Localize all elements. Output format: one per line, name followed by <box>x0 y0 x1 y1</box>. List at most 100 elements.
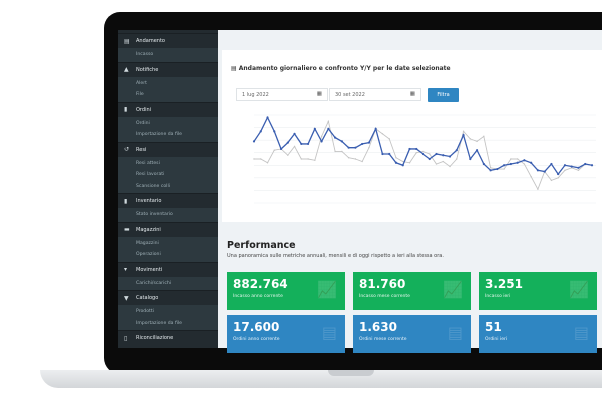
data-point[interactable] <box>341 150 343 153</box>
data-point[interactable] <box>503 168 505 170</box>
data-point[interactable] <box>273 130 276 133</box>
data-point[interactable] <box>394 161 398 164</box>
date-to-input[interactable]: 30 set 2022 ▦ <box>329 88 421 101</box>
sidebar-item[interactable]: Ordini <box>136 120 150 126</box>
data-point[interactable] <box>489 167 492 169</box>
sidebar-item[interactable]: Carichi/scarichi <box>136 280 172 286</box>
data-point[interactable] <box>367 141 371 144</box>
data-point[interactable] <box>482 162 485 166</box>
data-point[interactable] <box>347 146 350 149</box>
sidebar-item[interactable]: Incasso <box>136 52 154 57</box>
data-point[interactable] <box>327 120 330 122</box>
data-point[interactable] <box>530 161 533 164</box>
filter-button[interactable]: Filtra <box>428 88 459 102</box>
sidebar-section-movimenti[interactable]: ▾ Movimenti <box>118 261 218 277</box>
data-point[interactable] <box>374 127 377 130</box>
data-point[interactable] <box>334 150 336 153</box>
data-point[interactable] <box>300 158 303 160</box>
data-point[interactable] <box>381 152 384 156</box>
sidebar-item[interactable]: Operazioni <box>136 252 161 257</box>
data-point[interactable] <box>550 162 553 166</box>
data-point[interactable] <box>483 135 485 138</box>
data-point[interactable] <box>509 162 512 166</box>
data-point[interactable] <box>469 138 472 140</box>
sidebar-item[interactable]: Alert <box>136 80 147 86</box>
data-point[interactable] <box>448 155 452 158</box>
sidebar-item[interactable]: Magazzini <box>136 240 159 246</box>
data-point[interactable] <box>252 140 256 143</box>
data-point[interactable] <box>300 142 303 146</box>
data-point[interactable] <box>577 169 580 172</box>
data-point[interactable] <box>368 146 370 149</box>
sidebar-section-inventario[interactable]: ▮ Inventario <box>118 193 218 208</box>
data-point[interactable] <box>530 175 532 178</box>
data-point[interactable] <box>429 153 431 155</box>
data-point[interactable] <box>320 135 323 138</box>
data-point[interactable] <box>442 160 444 163</box>
data-point[interactable] <box>415 152 417 154</box>
data-point[interactable] <box>442 154 445 157</box>
sidebar-section-riconciliazione[interactable]: ▯ Riconciliazione <box>118 330 218 345</box>
data-point[interactable] <box>388 152 391 156</box>
data-point[interactable] <box>327 127 330 130</box>
data-point[interactable] <box>550 179 553 182</box>
data-point[interactable] <box>266 162 269 164</box>
sidebar-section-catalogo[interactable]: ▼ Catalogo <box>118 290 218 305</box>
data-point[interactable] <box>293 132 296 135</box>
data-point[interactable] <box>449 165 451 168</box>
data-point[interactable] <box>306 142 310 146</box>
data-point[interactable] <box>259 130 262 133</box>
data-point[interactable] <box>354 158 357 160</box>
data-point[interactable] <box>557 172 560 176</box>
sidebar-item[interactable]: Prodotti <box>136 309 154 314</box>
data-point[interactable] <box>266 116 269 119</box>
data-point[interactable] <box>422 150 424 153</box>
sidebar-section-ordini[interactable]: ▮ Ordini <box>118 101 218 117</box>
data-point[interactable] <box>462 130 465 133</box>
data-point[interactable] <box>590 164 594 167</box>
sidebar-item[interactable]: File <box>136 92 144 97</box>
data-point[interactable] <box>469 157 472 161</box>
sidebar-section-magazzini[interactable]: ▬ Magazzini <box>118 221 218 237</box>
data-point[interactable] <box>260 158 262 160</box>
data-point[interactable] <box>489 169 492 172</box>
data-point[interactable] <box>408 162 411 164</box>
data-point[interactable] <box>401 164 404 167</box>
data-point[interactable] <box>543 170 546 173</box>
data-point[interactable] <box>388 138 390 140</box>
data-point[interactable] <box>523 163 526 165</box>
sidebar-item[interactable]: Stato inventario <box>136 212 173 217</box>
calendar-icon[interactable]: ▦ <box>316 91 322 97</box>
date-from-input[interactable]: 1 lug 2022 ▦ <box>236 88 328 101</box>
data-point[interactable] <box>347 157 350 159</box>
data-point[interactable] <box>253 158 255 160</box>
data-point[interactable] <box>428 157 431 161</box>
data-point[interactable] <box>293 145 296 148</box>
data-point[interactable] <box>510 158 512 160</box>
data-point[interactable] <box>516 161 519 164</box>
data-point[interactable] <box>279 147 283 151</box>
data-point[interactable] <box>516 158 519 160</box>
data-point[interactable] <box>537 188 539 190</box>
data-point[interactable] <box>402 160 404 163</box>
sidebar-item[interactable]: Scansione colli <box>136 183 171 189</box>
data-point[interactable] <box>455 149 458 152</box>
data-point[interactable] <box>314 159 316 161</box>
data-point[interactable] <box>435 152 438 156</box>
data-point[interactable] <box>354 146 357 149</box>
data-point[interactable] <box>361 142 364 146</box>
data-point[interactable] <box>536 169 540 172</box>
sidebar-section-notifiche[interactable]: ▲ Notifiche <box>118 61 218 77</box>
calendar-icon[interactable]: ▦ <box>409 91 415 97</box>
data-point[interactable] <box>435 163 438 165</box>
data-point[interactable] <box>563 164 567 167</box>
data-point[interactable] <box>408 147 411 151</box>
data-point[interactable] <box>287 154 289 156</box>
data-point[interactable] <box>313 127 316 130</box>
data-point[interactable] <box>462 134 465 137</box>
data-point[interactable] <box>395 157 397 159</box>
data-point[interactable] <box>381 133 384 135</box>
data-point[interactable] <box>320 140 323 143</box>
data-point[interactable] <box>334 136 337 139</box>
data-point[interactable] <box>523 159 526 162</box>
